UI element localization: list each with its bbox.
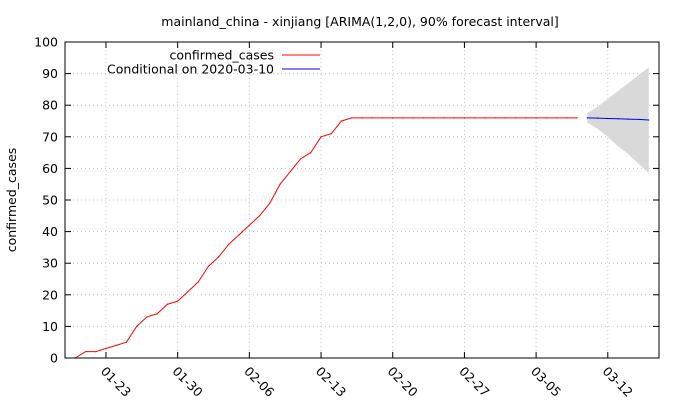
- x-tick-label: 02-20: [385, 364, 421, 400]
- confirmed-cases-point: [105, 347, 107, 350]
- y-tick-label: 90: [42, 66, 58, 81]
- x-tick-label: 03-05: [528, 364, 564, 400]
- confirmed-cases-point: [433, 117, 435, 119]
- conditional-forecast-point: [607, 117, 609, 120]
- confirmed-cases-point: [166, 303, 169, 305]
- confirmed-cases-point: [218, 256, 220, 258]
- forecast-interval-band: [587, 67, 649, 174]
- confirmed-cases-point: [115, 344, 117, 346]
- conditional-forecast-point: [648, 119, 650, 121]
- series-layer: [74, 117, 650, 359]
- confirmed-cases-point: [576, 117, 578, 119]
- confirmed-cases-point: [381, 117, 384, 119]
- confirmed-cases-point: [443, 117, 445, 119]
- x-tick-label: 02-06: [241, 364, 277, 400]
- confirmed-cases-point: [555, 117, 558, 119]
- confirmed-cases-point: [504, 117, 506, 119]
- confirmed-cases-point: [361, 117, 363, 119]
- y-tick-label: 100: [34, 35, 58, 50]
- legend-label: Conditional on 2020-03-10: [107, 62, 274, 77]
- forecast-interval-layer: [587, 67, 649, 174]
- x-tick-label: 01-30: [170, 364, 206, 400]
- confirmed-cases-point: [197, 281, 199, 283]
- confirmed-cases-point: [412, 117, 414, 119]
- y-tick-label: 0: [50, 351, 58, 366]
- confirmed-cases-point: [187, 291, 189, 293]
- conditional-forecast-point: [586, 117, 588, 119]
- confirmed-cases-point: [392, 117, 394, 119]
- confirmed-cases-point: [177, 300, 179, 302]
- confirmed-cases-point: [146, 316, 148, 318]
- confirmed-cases-point: [136, 325, 138, 327]
- confirmed-cases-point: [228, 243, 230, 245]
- confirmed-cases-point: [525, 117, 527, 119]
- confirmed-cases-point: [340, 120, 343, 122]
- confirmed-cases-point: [566, 117, 568, 119]
- confirmed-cases-point: [453, 117, 455, 119]
- chart-title: mainland_china - xinjiang [ARIMA(1,2,0),…: [161, 14, 558, 29]
- y-tick-label: 70: [42, 129, 58, 144]
- confirmed-cases-point: [207, 265, 209, 267]
- x-tick-label: 03-12: [600, 364, 636, 400]
- confirmed-cases-point: [535, 117, 537, 119]
- y-tick-label: 30: [42, 256, 58, 271]
- confirmed-cases-point: [351, 117, 353, 119]
- confirmed-cases-point: [474, 117, 476, 119]
- confirmed-cases-point: [248, 224, 250, 226]
- conditional-forecast-point: [617, 118, 619, 120]
- conditional-forecast-point: [637, 118, 640, 121]
- confirmed-cases-point: [156, 313, 158, 315]
- confirmed-cases-point: [95, 351, 97, 353]
- y-tick-label: 20: [42, 287, 58, 302]
- confirmed-cases-point: [289, 170, 291, 173]
- legend-label: confirmed_cases: [169, 48, 274, 63]
- confirmed-cases-point: [269, 202, 271, 204]
- confirmed-cases-point: [279, 183, 281, 185]
- confirmed-cases-point: [463, 117, 466, 119]
- conditional-forecast-point: [596, 117, 599, 119]
- confirmed-cases-point: [238, 234, 240, 236]
- y-tick-label: 10: [42, 319, 58, 334]
- confirmed-cases-point: [515, 117, 517, 119]
- y-tick-label: 60: [42, 161, 58, 176]
- y-tick-label: 80: [42, 98, 58, 113]
- confirmed-cases-point: [371, 117, 373, 119]
- confirmed-cases-point: [484, 117, 486, 119]
- x-tick-label: 01-23: [98, 364, 134, 400]
- confirmed-cases-point: [299, 158, 302, 160]
- confirmed-cases-point: [330, 133, 332, 135]
- x-tick-label: 02-13: [313, 364, 349, 400]
- y-tick-label: 50: [42, 193, 58, 208]
- confirmed-cases-line: [74, 117, 578, 359]
- confirmed-cases-point: [310, 152, 312, 154]
- x-tick-label: 02-27: [456, 364, 492, 400]
- y-tick-label: 40: [42, 224, 58, 239]
- confirmed-cases-point: [494, 117, 496, 119]
- confirmed-cases-point: [402, 117, 404, 119]
- confirmed-cases-point: [125, 341, 128, 343]
- confirmed-cases-point: [258, 215, 261, 217]
- grid-layer: [65, 42, 659, 358]
- confirmed-cases-point: [84, 351, 87, 353]
- tick-layer: 0 10 20 30 40 50 60 70 80 90 100 01-23 01-30 02-06 02-…: [34, 35, 659, 400]
- y-axis-label: confirmed_cases: [4, 148, 19, 253]
- confirmed-cases-point: [320, 136, 322, 138]
- conditional-forecast-point: [627, 118, 629, 120]
- confirmed-cases-point: [545, 117, 547, 119]
- confirmed-cases-point: [422, 117, 425, 119]
